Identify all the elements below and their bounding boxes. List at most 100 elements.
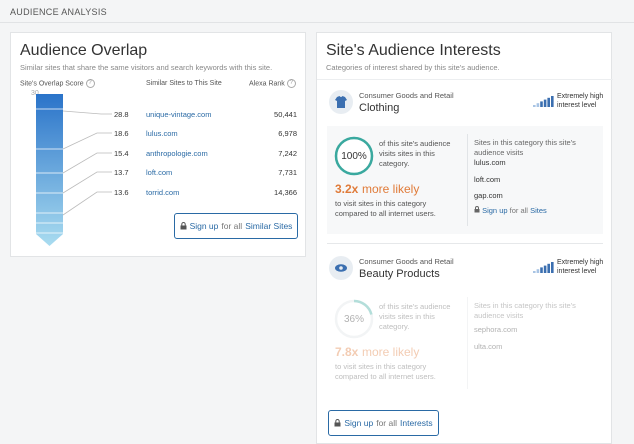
site-link[interactable]: lulus.com: [146, 129, 178, 138]
site: sephora.com: [474, 325, 518, 334]
compare-text: to visit sites in this category compared…: [335, 199, 436, 218]
share-value: 100%: [341, 151, 367, 162]
overlap-score: 28.8: [114, 110, 129, 119]
link-text: for all: [509, 206, 528, 215]
column-header: Alexa Rank?: [249, 79, 296, 89]
interests-card: Site's Audience Interests Categories of …: [316, 32, 613, 444]
overlap-score: 15.4: [114, 149, 129, 158]
shirt: [335, 96, 347, 108]
share-ring: [334, 136, 374, 176]
category-name: Clothing: [359, 102, 400, 114]
alexa-rank: 7,242: [278, 149, 297, 158]
level-bar: [543, 99, 547, 107]
interest-level-icon: [533, 262, 554, 273]
category-group: Consumer Goods and Retail: [359, 91, 454, 100]
alexa-rank: 50,441: [274, 110, 297, 119]
level-bar: [540, 267, 543, 273]
site: loft.com: [474, 175, 501, 184]
pupil: [339, 266, 343, 270]
signup-button[interactable]: Sign up for all Similar Sites: [174, 213, 298, 239]
site: ulta.com: [474, 342, 503, 351]
column-header: Similar Sites to This Site: [146, 80, 222, 87]
button-text: for all: [221, 221, 243, 231]
interest-level: Extremely high interest level: [557, 93, 604, 109]
share-ring: [334, 299, 374, 339]
column-header: Site's Overlap Score?: [20, 79, 95, 89]
lock-icon: [474, 206, 480, 213]
category-name: Beauty Products: [359, 268, 440, 280]
category-icon: [329, 256, 353, 280]
site-link[interactable]: unique-vintage.com: [146, 110, 212, 119]
ring-fill: [334, 136, 374, 176]
card-title: Site's Audience Interests: [326, 42, 501, 59]
category: Consumer Goods and Retail Clothing Extreme…: [317, 85, 613, 245]
likely-text: more likely: [362, 345, 420, 359]
help-icon[interactable]: ?: [85, 79, 95, 88]
level-bar: [536, 269, 540, 273]
column-divider: [467, 297, 468, 389]
link-target: Sites: [530, 206, 547, 215]
site: gap.com: [474, 191, 503, 200]
site-link[interactable]: anthropologie.com: [146, 149, 208, 158]
signup-link[interactable]: Sign up for all Sites: [474, 206, 547, 216]
card-title: Audience Overlap: [20, 42, 148, 59]
column-label: Alexa Rank: [249, 80, 285, 88]
share-text: of this site's audience visits sites in …: [379, 139, 451, 168]
section-title: AUDIENCE ANALYSIS: [10, 7, 107, 17]
level-bar: [551, 96, 554, 107]
overlap-score: 13.7: [114, 168, 129, 177]
divider: [0, 22, 634, 23]
category-group: Consumer Goods and Retail: [359, 257, 454, 266]
overlap-score: 18.6: [114, 129, 129, 138]
share-value: 36%: [343, 314, 364, 325]
card-subtitle: Categories of interest shared by this si…: [326, 63, 500, 72]
level-bar: [551, 262, 554, 273]
category-detail: 36% of this site's audience visits sites …: [327, 289, 603, 397]
site-link[interactable]: loft.com: [146, 168, 173, 177]
lock-icon: [180, 222, 187, 230]
overlap-score: 13.6: [114, 188, 129, 197]
help-icon[interactable]: ?: [286, 79, 296, 88]
card-subtitle: Similar sites that share the same visito…: [20, 63, 273, 72]
ring-fill: [353, 299, 373, 315]
button-text: for all: [376, 418, 398, 428]
site-link[interactable]: torrid.com: [146, 188, 180, 197]
sites-header: Sites in this category this site's audie…: [474, 301, 576, 320]
button-action: Sign up: [344, 418, 374, 428]
signup-button[interactable]: Sign up for all Interests: [328, 410, 439, 436]
category-icon: [329, 90, 353, 114]
interest-level: Extremely high interest level: [557, 259, 604, 275]
button-target: Similar Sites: [245, 221, 293, 231]
level-bar: [547, 97, 550, 107]
alexa-rank: 7,731: [278, 168, 297, 177]
scale-max: 30: [31, 90, 39, 97]
divider: [327, 243, 603, 244]
likely-text: more likely: [362, 182, 420, 196]
level-bar: [547, 263, 550, 273]
likely-value: 7.8x: [335, 345, 359, 359]
level-bar: [533, 105, 536, 107]
level-bar: [533, 271, 536, 273]
ring-track: [334, 299, 374, 339]
site: lulus.com: [474, 158, 506, 167]
button-action: Sign up: [189, 221, 219, 231]
share-text: of this site's audience visits sites in …: [379, 302, 451, 331]
likely-value: 3.2x: [335, 182, 359, 196]
level-bar: [543, 265, 547, 273]
overlap-card: Audience Overlap Similar sites that shar…: [10, 32, 306, 257]
button-target: Interests: [400, 418, 433, 428]
sites-header: Sites in this category this site's audie…: [474, 138, 576, 157]
compare-text: to visit sites in this category compared…: [335, 362, 436, 381]
alexa-rank: 14,366: [274, 188, 297, 197]
funnel: [36, 94, 112, 246]
category-detail: 100% of this site's audience visits sites…: [327, 126, 603, 234]
interest-level-icon: [533, 96, 554, 107]
category: Consumer Goods and Retail Beauty Products…: [317, 251, 613, 411]
link-action: Sign up: [482, 206, 508, 215]
lock-icon: [334, 419, 341, 427]
level-bar: [536, 103, 540, 107]
column-label: Site's Overlap Score: [20, 80, 84, 88]
level-bar: [540, 101, 543, 107]
divider: [317, 79, 613, 80]
